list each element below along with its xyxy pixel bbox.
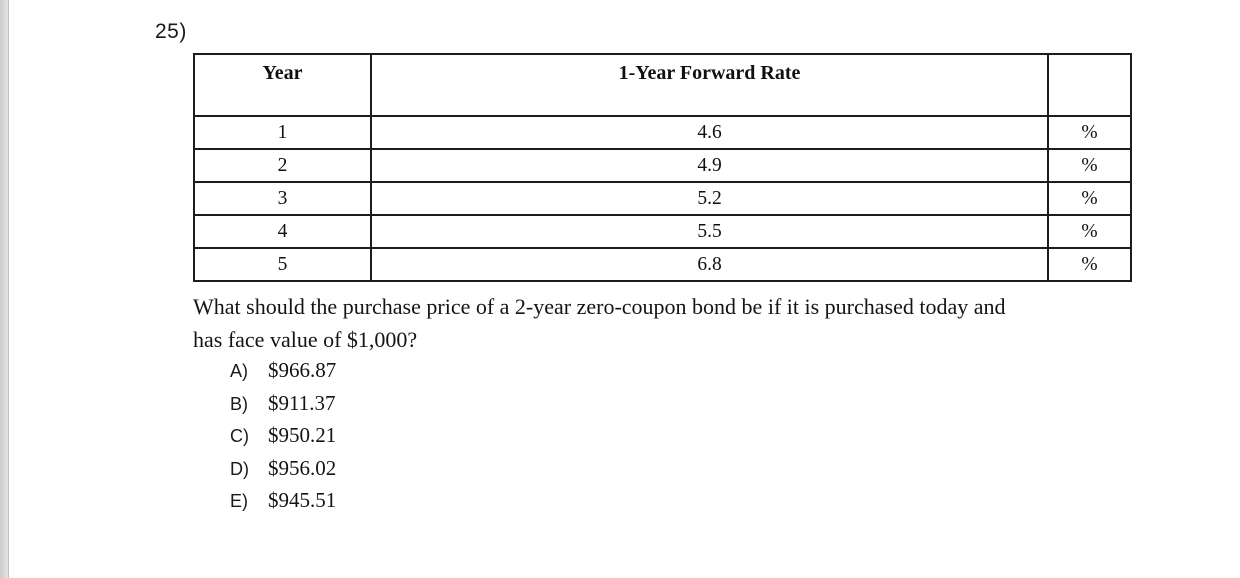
question-text-line1: What should the purchase price of a 2-ye… (193, 294, 1006, 319)
cell-rate: 4.6 (370, 115, 1049, 150)
cell-unit: % (1047, 247, 1132, 282)
cell-year: 2 (193, 148, 372, 183)
cell-unit: % (1047, 115, 1132, 150)
option-d: D) $956.02 (230, 456, 336, 489)
table-row: 5 6.8 % (193, 247, 1132, 282)
table-header-row: Year 1-Year Forward Rate (193, 53, 1132, 117)
header-unit (1047, 53, 1132, 117)
header-forward-rate: 1-Year Forward Rate (370, 53, 1049, 117)
option-value: $966.87 (268, 358, 337, 382)
cell-rate: 5.2 (370, 181, 1049, 216)
option-c: C) $950.21 (230, 423, 336, 456)
cell-unit: % (1047, 214, 1132, 249)
cell-rate: 6.8 (370, 247, 1049, 282)
question-text: What should the purchase price of a 2-ye… (193, 290, 1143, 356)
forward-rate-table: Year 1-Year Forward Rate 1 4.6 % 2 4.9 %… (193, 53, 1132, 282)
option-value: $945.51 (268, 488, 337, 512)
cell-rate: 4.9 (370, 148, 1049, 183)
cell-unit: % (1047, 181, 1132, 216)
option-letter: D) (230, 458, 249, 479)
cell-rate: 5.5 (370, 214, 1049, 249)
cell-year: 5 (193, 247, 372, 282)
table-row: 3 5.2 % (193, 181, 1132, 216)
option-value: $950.21 (268, 423, 337, 447)
question-text-line2: has face value of $1,000? (193, 327, 418, 352)
option-value: $911.37 (268, 390, 336, 415)
cell-year: 4 (193, 214, 372, 249)
option-letter: C) (230, 426, 249, 446)
answer-options: A) $966.87 B) $911.37 C) $950.21 D) $956… (230, 358, 336, 521)
option-a: A) $966.87 (230, 358, 336, 391)
page-edge-strip (0, 0, 9, 578)
header-year: Year (193, 53, 372, 117)
option-letter: E) (230, 491, 248, 511)
option-value: $956.02 (268, 455, 337, 480)
option-b: B) $911.37 (230, 391, 336, 424)
option-letter: A) (230, 361, 248, 381)
cell-year: 1 (193, 115, 372, 150)
cell-unit: % (1047, 148, 1132, 183)
table-row: 1 4.6 % (193, 115, 1132, 150)
table-row: 4 5.5 % (193, 214, 1132, 249)
cell-year: 3 (193, 181, 372, 216)
table-row: 2 4.9 % (193, 148, 1132, 183)
option-letter: B) (230, 393, 248, 414)
option-e: E) $945.51 (230, 488, 336, 521)
question-number: 25) (155, 20, 187, 43)
